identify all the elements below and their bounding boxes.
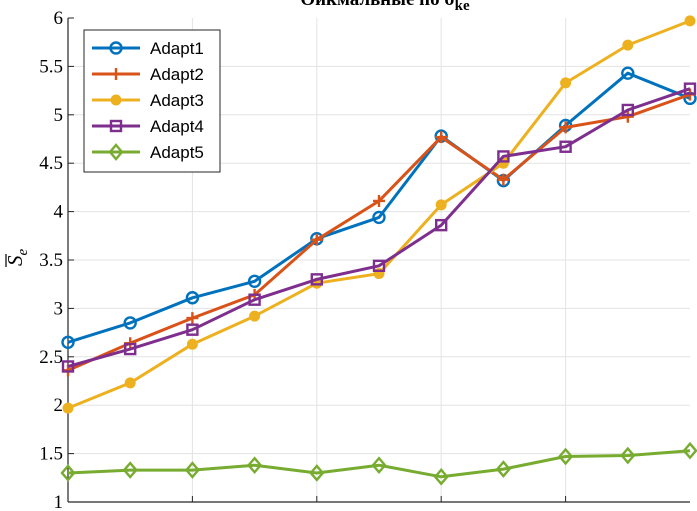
y-axis-label: Se (3, 249, 31, 267)
data-point-square (248, 293, 261, 306)
data-point-diamond (108, 143, 124, 161)
data-point-dot (110, 94, 122, 106)
y-tick-label: 1 (54, 492, 64, 511)
legend-item-adapt4: Adapt4 (92, 117, 204, 136)
series-layer (60, 15, 697, 486)
series-line-adapt4 (67, 87, 691, 368)
y-axis-label-main: S (3, 255, 27, 266)
legend: Adapt1 Adapt2 Adapt3 Adapt4 Adapt5 (83, 29, 221, 173)
data-point-dot (622, 39, 634, 51)
data-point-dot (560, 77, 572, 89)
series-line-adapt5 (67, 449, 691, 479)
y-tick-label: 2.5 (39, 347, 63, 368)
data-point-diamond (682, 441, 697, 460)
series-adapt4 (61, 82, 697, 373)
data-point-circle (185, 291, 200, 305)
y-tick-label: 1.5 (39, 444, 63, 465)
data-point-plus (621, 110, 634, 123)
y-tick-label: 5.5 (39, 56, 63, 77)
data-point-circle (61, 335, 75, 349)
y-tick-label: 5 (54, 105, 64, 126)
data-point-square (435, 218, 448, 232)
data-point-square (123, 342, 137, 356)
data-point-square (186, 323, 199, 336)
y-tick-label: 2 (54, 395, 64, 416)
data-point-diamond (433, 467, 449, 486)
axes (67, 17, 690, 503)
data-point-diamond (558, 447, 574, 466)
data-point-square (310, 273, 323, 286)
data-point-diamond (495, 460, 511, 478)
data-point-plus (373, 194, 385, 207)
data-point-dot (62, 402, 74, 414)
y-axis-label-subscript: e (15, 249, 31, 256)
data-point-circle (123, 316, 137, 330)
data-point-square (372, 259, 386, 273)
series-adapt3 (62, 15, 696, 414)
data-point-circle (247, 274, 262, 288)
data-point-diamond (247, 456, 263, 475)
y-tick-label: 6 (54, 8, 64, 29)
data-point-plus (310, 233, 323, 246)
legend-item-adapt5: Adapt5 (92, 143, 204, 162)
legend-label: Adapt1 (150, 39, 204, 58)
legend-label: Adapt5 (150, 143, 204, 162)
y-tick-label: 3 (54, 298, 64, 319)
data-point-dot (249, 310, 261, 322)
tick-labels: 1 1.5 2 2.5 3 3.5 4 4.5 5 5.5 6 (39, 8, 63, 511)
series-adapt5 (60, 441, 697, 486)
legend-label: Adapt4 (150, 117, 204, 136)
legend-label: Adapt3 (150, 91, 204, 110)
data-point-dot (684, 15, 696, 27)
legend-item-adapt1: Adapt1 (92, 39, 204, 58)
data-point-dot (186, 338, 198, 350)
data-point-diamond (60, 464, 76, 482)
data-point-plus (435, 131, 448, 144)
data-point-square (109, 119, 123, 133)
data-point-dot (435, 199, 447, 211)
legend-item-adapt2: Adapt2 (92, 65, 204, 84)
data-point-plus (186, 312, 199, 325)
legend-label: Adapt2 (150, 65, 204, 84)
chart-title: Ойкмальные по σke (300, 0, 470, 14)
data-point-diamond (309, 464, 325, 482)
y-axis-label-text: Se (3, 249, 31, 267)
data-point-square (497, 150, 510, 163)
data-point-square (559, 140, 572, 153)
data-point-square (621, 103, 634, 117)
data-point-diamond (371, 456, 387, 475)
data-point-diamond (184, 461, 200, 479)
data-point-circle (109, 41, 123, 55)
y-tick-label: 3.5 (39, 250, 63, 271)
series-line-adapt1 (67, 71, 691, 344)
data-point-circle (372, 210, 386, 225)
data-point-plus (110, 68, 122, 80)
data-point-circle (621, 66, 635, 80)
legend-item-adapt3: Adapt3 (92, 91, 204, 110)
chart-title-subscript: ke (455, 0, 470, 14)
y-tick-label: 4 (54, 202, 64, 223)
chart-title-main: Ойкмальные по σ (300, 0, 455, 10)
data-point-diamond (122, 461, 138, 479)
data-point-dot (124, 377, 136, 389)
y-tick-label: 4.5 (39, 153, 63, 174)
data-point-diamond (620, 446, 636, 465)
data-point-plus (559, 121, 572, 134)
data-point-square (683, 82, 697, 95)
data-point-square (61, 360, 75, 373)
data-point-plus (497, 173, 510, 186)
series-adapt1 (61, 66, 697, 349)
